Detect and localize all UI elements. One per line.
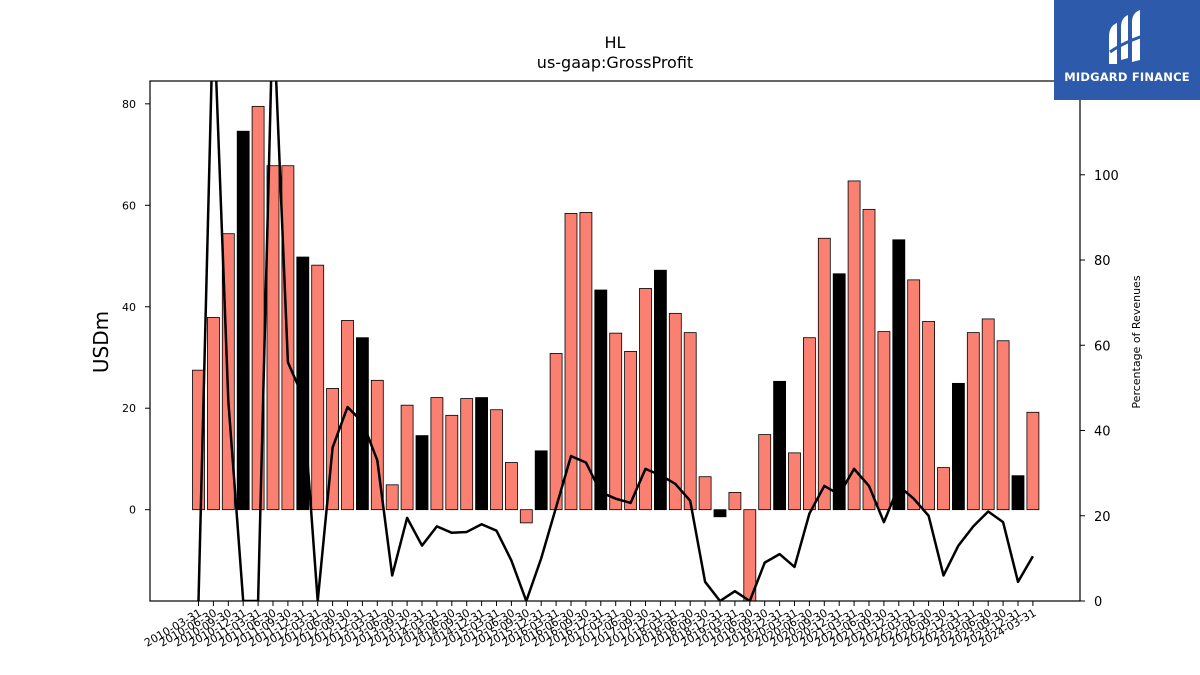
bar: [266, 165, 280, 511]
y2-tick-label: 0: [1094, 595, 1102, 610]
bar-series: [192, 105, 1040, 602]
bar: [475, 397, 489, 511]
bar: [817, 237, 831, 511]
bar: [892, 239, 906, 511]
bar: [624, 350, 637, 511]
bar: [445, 414, 459, 511]
y2-tick-label: 80: [1094, 254, 1111, 269]
bar: [251, 105, 265, 511]
y-axis-label: USDm: [89, 311, 113, 373]
bar: [341, 320, 354, 511]
bar: [490, 409, 503, 511]
y-tick-label: 40: [122, 301, 136, 314]
bar: [415, 435, 429, 511]
bar: [668, 312, 682, 511]
y-tick-label: 0: [129, 504, 136, 517]
y2-axis-ticks: 0 20 40 60 80 100: [1080, 169, 1119, 610]
bar: [654, 269, 667, 511]
y2-tick-label: 20: [1094, 510, 1111, 525]
bar: [534, 450, 548, 511]
bar: [683, 332, 697, 511]
bar: [296, 256, 310, 511]
bar: [206, 317, 220, 511]
midgard-logo-icon: [1109, 10, 1147, 64]
y2-tick-label: 60: [1094, 339, 1111, 354]
bar: [460, 398, 474, 511]
bar: [713, 509, 727, 518]
y-axis-ticks: 0 20 40 60 80: [122, 98, 150, 517]
y2-tick-label: 100: [1094, 169, 1119, 184]
bar: [236, 130, 250, 511]
y-tick-label: 80: [122, 98, 136, 111]
bar: [579, 211, 593, 511]
bar: [728, 492, 742, 511]
bar: [311, 264, 325, 511]
y-tick-label: 60: [122, 199, 136, 212]
percentage-line-series: [197, 81, 1034, 601]
bar: [1011, 475, 1025, 511]
bar: [385, 484, 399, 511]
bar: [937, 467, 950, 511]
bar: [594, 289, 608, 511]
bar: [996, 340, 1010, 511]
line-path: [197, 81, 1034, 601]
brand-name: MIDGARD FINANCE: [1064, 70, 1190, 84]
bar: [832, 273, 846, 511]
bar: [773, 380, 786, 511]
bar: [504, 462, 518, 511]
y2-axis-label: Percentage of Revenues: [1130, 275, 1143, 408]
bar: [847, 180, 861, 511]
chart-subtitle: us-gaap:GrossProfit: [537, 53, 693, 72]
bar: [430, 397, 444, 511]
y2-tick-label: 40: [1094, 425, 1111, 440]
plot-frame: [149, 80, 1081, 602]
bar: [1026, 411, 1040, 511]
bar: [877, 331, 891, 511]
bar: [639, 288, 652, 511]
x-axis-ticks: 2010-03-312010-06-302010-09-302010-12-31…: [142, 601, 1038, 650]
bar: [519, 509, 533, 524]
bar: [922, 321, 935, 511]
bar: [400, 404, 414, 511]
bar: [788, 452, 801, 511]
bar: [862, 208, 876, 511]
bar: [981, 318, 995, 511]
bar: [609, 332, 623, 511]
bar: [907, 279, 921, 511]
bar: [758, 434, 772, 511]
bar: [549, 353, 563, 511]
y-tick-label: 20: [122, 402, 136, 415]
brand-logo: MIDGARD FINANCE: [1054, 0, 1200, 100]
bar: [698, 476, 712, 511]
bar: [803, 337, 816, 511]
bar: [564, 213, 578, 511]
chart-title: HL: [605, 33, 626, 52]
bar: [966, 332, 980, 511]
bar: [952, 382, 965, 511]
